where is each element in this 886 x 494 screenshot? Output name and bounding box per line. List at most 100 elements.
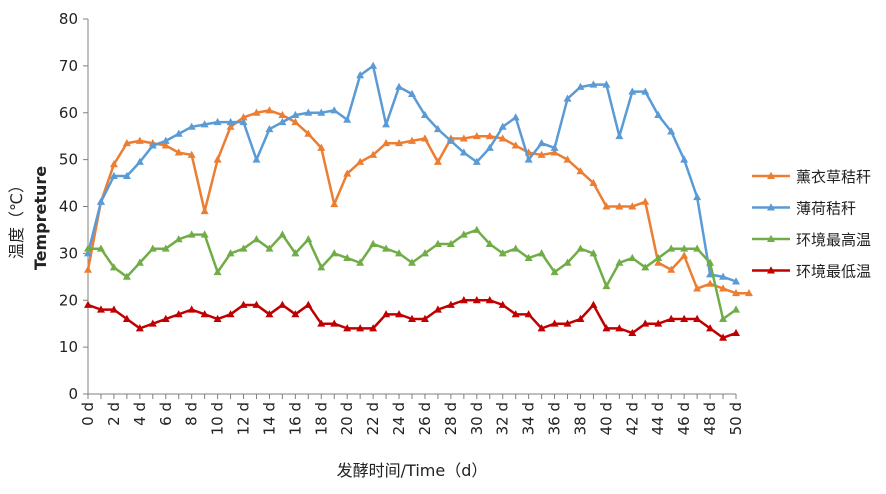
x-tick-label: 2 d <box>105 402 123 426</box>
data-point <box>304 300 313 308</box>
data-point <box>135 324 144 332</box>
data-point <box>96 197 105 205</box>
data-point <box>265 124 274 133</box>
data-point <box>589 80 598 88</box>
data-point <box>667 127 676 135</box>
data-point <box>433 124 442 133</box>
data-point <box>278 110 287 119</box>
x-tick-label: 34 d <box>520 402 538 435</box>
data-point <box>395 310 404 318</box>
data-point <box>628 87 637 95</box>
data-point <box>317 108 326 116</box>
data-point <box>615 324 624 332</box>
x-tick-label: 0 d <box>79 402 97 426</box>
x-tick-label: 8 d <box>183 402 201 426</box>
data-point <box>356 324 365 332</box>
data-point <box>589 178 598 187</box>
data-point <box>524 253 533 262</box>
data-point <box>356 258 365 266</box>
data-point <box>589 249 598 257</box>
data-point <box>343 324 352 332</box>
data-point <box>278 300 287 308</box>
data-point <box>304 235 313 243</box>
data-point <box>602 80 611 88</box>
data-point <box>615 202 624 210</box>
x-tick-label: 48 d <box>701 402 719 435</box>
y-tick-label: 20 <box>59 291 78 309</box>
data-point <box>408 89 416 97</box>
data-point <box>641 263 650 271</box>
data-point <box>291 310 300 318</box>
series-layer <box>84 61 753 341</box>
x-tick-label: 14 d <box>260 402 278 435</box>
x-tick-label: 20 d <box>338 402 356 435</box>
x-axis-title: 发酵时间/Time（d） <box>337 461 488 480</box>
data-point <box>109 305 118 313</box>
x-tick-label: 40 d <box>597 402 615 435</box>
axes: 0 10 20 30 40 50 60 70 80 0 d 2 d 4 d 6 d 8 d 10 d 12 d… <box>59 10 745 435</box>
data-point <box>719 284 728 292</box>
data-point <box>226 310 235 318</box>
data-point <box>576 314 585 322</box>
data-point <box>174 148 183 156</box>
data-point <box>187 305 196 313</box>
data-point <box>265 106 274 114</box>
data-point <box>239 244 248 252</box>
data-point <box>369 324 378 332</box>
legend-marker <box>767 203 775 211</box>
data-point <box>628 253 637 262</box>
data-point <box>511 310 520 318</box>
data-point <box>343 253 352 262</box>
data-point <box>602 324 611 332</box>
data-point <box>304 108 313 116</box>
legend-label: 薰衣草秸秆 <box>796 168 871 186</box>
data-point <box>433 157 442 165</box>
data-point <box>459 296 468 304</box>
data-point <box>330 199 339 208</box>
data-point <box>330 319 339 327</box>
x-tick-label: 4 d <box>131 402 149 426</box>
series-1 <box>84 106 753 297</box>
data-point <box>252 108 261 116</box>
data-point <box>252 155 261 163</box>
data-point <box>680 155 689 163</box>
data-point <box>84 244 92 252</box>
series-3 <box>84 225 740 322</box>
data-point <box>135 157 144 165</box>
data-point <box>680 244 689 252</box>
x-tick-label: 6 d <box>157 402 175 426</box>
legend-item: 薄荷秸秆 <box>752 200 856 218</box>
data-point <box>174 129 183 137</box>
data-point <box>615 258 624 266</box>
data-point <box>148 141 157 149</box>
data-point <box>239 117 248 126</box>
series-2 <box>84 61 740 285</box>
x-tick-label: 18 d <box>312 402 330 435</box>
data-point <box>628 328 637 337</box>
data-point <box>654 110 663 119</box>
data-point <box>135 258 144 266</box>
data-point <box>420 249 429 257</box>
data-point <box>433 239 442 247</box>
data-point <box>459 148 468 156</box>
legend-marker <box>767 171 775 179</box>
data-point <box>472 296 481 304</box>
data-point <box>446 300 455 308</box>
data-point <box>213 155 222 163</box>
data-point <box>550 148 559 156</box>
data-point <box>719 333 728 341</box>
data-point <box>84 249 92 257</box>
data-point <box>563 258 572 266</box>
y-tick-label: 30 <box>59 244 78 262</box>
series-4 <box>84 296 740 341</box>
data-point <box>213 314 222 322</box>
data-point <box>265 244 274 252</box>
data-point <box>537 249 546 257</box>
legend-label: 环境最低温 <box>796 263 871 281</box>
data-point <box>641 87 650 95</box>
data-point <box>161 314 170 322</box>
data-point <box>693 314 702 322</box>
y-tick-label: 50 <box>59 151 78 169</box>
data-point <box>291 249 300 257</box>
data-point <box>84 300 92 308</box>
